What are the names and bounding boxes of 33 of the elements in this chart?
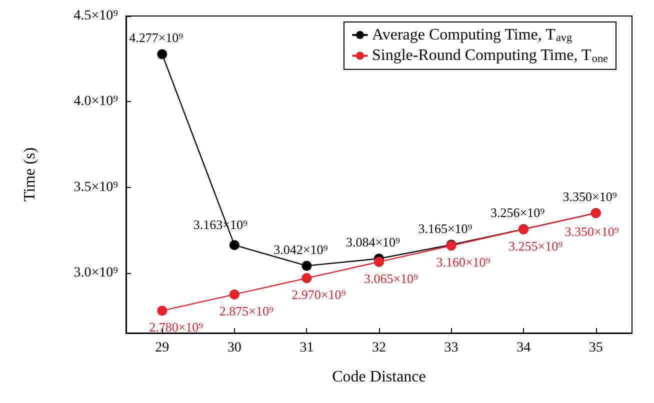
point (157, 49, 168, 60)
point (302, 260, 312, 271)
x-axis-title: Code Distance (332, 368, 426, 386)
data-label: 4.277×10⁹ (129, 30, 184, 46)
data-label: 3.065×10⁹ (364, 270, 419, 286)
data-label: 2.875×10⁹ (219, 303, 274, 318)
data-label: 2.970×10⁹ (292, 287, 346, 302)
data-label: 3.255×10⁹ (508, 238, 564, 254)
x-tick-label: 30 (227, 340, 242, 356)
y-axis-title: Time (s) (22, 147, 38, 202)
data-label: 3.042×10⁹ (274, 242, 328, 257)
y-tick-label: 3.0×10⁹ (74, 266, 118, 281)
y-tick-label: 4.5×10⁹ (74, 8, 118, 24)
point (157, 306, 168, 316)
data-label: 3.084×10⁹ (346, 234, 401, 250)
data-label: 2.780×10⁹ (149, 320, 204, 335)
y-tick-label: 4.0×10⁹ (74, 94, 118, 110)
x-tick-label: 32 (372, 340, 386, 356)
point (374, 256, 384, 267)
x-tick-label: 35 (588, 340, 603, 356)
data-label: 3.165×10⁹ (418, 220, 473, 236)
x-tick-label: 33 (444, 340, 458, 356)
point (229, 289, 240, 300)
data-label: 3.160×10⁹ (436, 254, 491, 270)
y-tick-label: 3.5×10⁹ (74, 180, 118, 195)
x-tick-label: 31 (300, 340, 314, 356)
data-label: 3.350×10⁹ (562, 189, 618, 204)
x-tick-label: 34 (516, 340, 531, 356)
point (302, 273, 312, 284)
x-tick-label: 29 (155, 340, 170, 356)
data-label: 3.350×10⁹ (564, 224, 620, 240)
data-label: 3.256×10⁹ (490, 205, 546, 220)
point (229, 240, 240, 250)
